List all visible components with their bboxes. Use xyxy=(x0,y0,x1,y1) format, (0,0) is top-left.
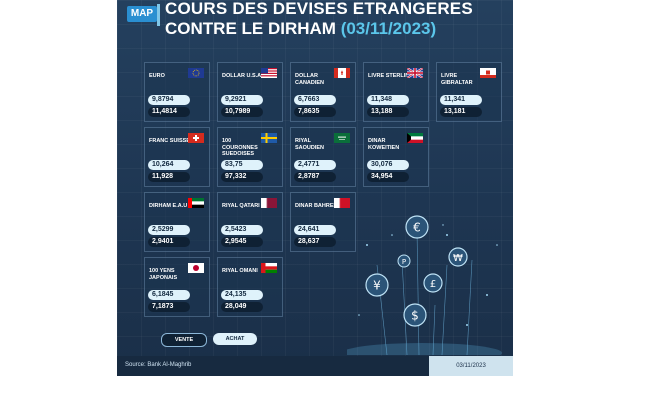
achat-rate: 2,9401 xyxy=(148,237,190,247)
currency-card: RIYAL QATARI 2,5423 2,9545 xyxy=(217,192,283,252)
achat-rate: 28,637 xyxy=(294,237,336,247)
svg-text:€: € xyxy=(413,221,421,235)
japan-flag xyxy=(188,263,204,273)
currency-name: DOLLAR CANADIEN xyxy=(295,73,325,86)
qatar-flag xyxy=(261,198,277,208)
achat-rate: 10,7989 xyxy=(221,107,263,117)
currency-name: DINAR BAHREINI xyxy=(295,203,341,209)
achat-rate: 11,928 xyxy=(148,172,190,182)
bahrain-flag xyxy=(334,198,350,208)
vente-rate: 24,641 xyxy=(294,225,336,235)
page-title: COURS DES DEVISES ETRANGERES xyxy=(165,0,473,18)
achat-rate: 97,332 xyxy=(221,172,263,182)
dollar-coin-icon: $ xyxy=(403,303,427,327)
vente-rate: 2,4771 xyxy=(294,160,336,170)
peso-coin-icon: P xyxy=(397,254,411,268)
kuwait-flag xyxy=(407,133,423,143)
vente-rate: 30,076 xyxy=(367,160,409,170)
pound-coin-icon: £ xyxy=(423,273,443,293)
sweden-flag xyxy=(261,133,277,143)
currency-name: DOLLAR U.S.A xyxy=(222,73,262,79)
uk-flag xyxy=(407,68,423,78)
page-subtitle: CONTRE LE DIRHAM (03/11/2023) xyxy=(165,19,436,39)
currency-name: DIRHAM E.A.U xyxy=(149,203,188,209)
saudi-flag xyxy=(334,133,350,143)
achat-rate: 2,9545 xyxy=(221,237,263,247)
currency-name: 100 COURONNES SUEDOISES xyxy=(222,138,258,157)
currency-card: DIRHAM E.A.U 2,5299 2,9401 xyxy=(144,192,210,252)
currency-card: 100 COURONNES SUEDOISES 83,75 97,332 xyxy=(217,127,283,187)
achat-rate: 7,1873 xyxy=(148,302,190,312)
subtitle-text: CONTRE LE DIRHAM xyxy=(165,19,336,38)
currency-card: DOLLAR U.S.A 9,2921 10,7989 xyxy=(217,62,283,122)
footer-bar xyxy=(117,356,513,376)
currency-name: LIVRE STERLING xyxy=(368,73,414,79)
achat-rate: 7,8635 xyxy=(294,107,336,117)
achat-rate: 13,181 xyxy=(440,107,482,117)
vente-rate: 9,2921 xyxy=(221,95,263,105)
euro-coin-icon: € xyxy=(405,215,429,239)
currency-card: LIVRE GIBRALTAR 11,341 13,181 xyxy=(436,62,502,122)
currency-name: RIYAL SAOUDIEN xyxy=(295,138,325,151)
exchange-rate-poster: MAP COURS DES DEVISES ETRANGERES CONTRE … xyxy=(117,0,513,376)
currency-card: DINAR BAHREINI 24,641 28,637 xyxy=(290,192,356,252)
legend-achat: ACHAT xyxy=(213,333,257,345)
currency-name: RIYAL QATARI xyxy=(222,203,260,209)
currency-card: EURO 9,8794 11,4814 xyxy=(144,62,210,122)
vente-rate: 2,5299 xyxy=(148,225,190,235)
currency-name: EURO xyxy=(149,73,165,79)
vente-rate: 11,341 xyxy=(440,95,482,105)
oman-flag xyxy=(261,263,277,273)
uae-flag xyxy=(188,198,204,208)
currency-card: DINAR KOWEITIEN 30,076 34,954 xyxy=(363,127,429,187)
vente-rate: 83,75 xyxy=(221,160,263,170)
currency-card: 100 YENS JAPONAIS 6,1845 7,1873 xyxy=(144,257,210,317)
eu-flag xyxy=(188,68,204,78)
svg-text:¥: ¥ xyxy=(373,279,381,293)
vente-rate: 2,5423 xyxy=(221,225,263,235)
gibraltar-flag xyxy=(480,68,496,78)
currency-card: LIVRE STERLING 11,348 13,188 xyxy=(363,62,429,122)
svg-text:₩: ₩ xyxy=(453,253,463,264)
vente-rate: 24,135 xyxy=(221,290,263,300)
svg-text:£: £ xyxy=(430,279,436,290)
vente-rate: 6,7663 xyxy=(294,95,336,105)
currency-card: DOLLAR CANADIEN 6,7663 7,8635 xyxy=(290,62,356,122)
coins-illustration: € ¥ $ £ ₩ P xyxy=(347,215,502,355)
achat-rate: 2,8787 xyxy=(294,172,336,182)
achat-rate: 13,188 xyxy=(367,107,409,117)
title-date: (03/11/2023) xyxy=(340,19,437,38)
won-coin-icon: ₩ xyxy=(448,247,468,267)
map-logo: MAP xyxy=(127,6,157,22)
currency-card: RIYAL OMANI 24,135 28,049 xyxy=(217,257,283,317)
yen-coin-icon: ¥ xyxy=(365,273,389,297)
currency-name: 100 YENS JAPONAIS xyxy=(149,268,178,281)
vente-rate: 11,348 xyxy=(367,95,409,105)
logo-divider xyxy=(157,4,160,26)
legend-vente: VENTE xyxy=(161,333,207,347)
currency-card: RIYAL SAOUDIEN 2,4771 2,8787 xyxy=(290,127,356,187)
source-text: Source: Bank Al-Maghrib xyxy=(125,362,192,368)
currency-name: RIYAL OMANI xyxy=(222,268,258,274)
footer-date: 03/11/2023 xyxy=(429,356,513,376)
achat-rate: 11,4814 xyxy=(148,107,190,117)
canada-flag xyxy=(334,68,350,78)
vente-rate: 6,1845 xyxy=(148,290,190,300)
currency-name: LIVRE GIBRALTAR xyxy=(441,73,473,86)
vente-rate: 9,8794 xyxy=(148,95,190,105)
switzerland-flag xyxy=(188,133,204,143)
currency-name: DINAR KOWEITIEN xyxy=(368,138,400,151)
svg-text:$: $ xyxy=(411,309,419,323)
currency-card: FRANC SUISSE 10,264 11,928 xyxy=(144,127,210,187)
svg-text:P: P xyxy=(402,258,406,266)
us-flag xyxy=(261,68,277,78)
vente-rate: 10,264 xyxy=(148,160,190,170)
achat-rate: 34,954 xyxy=(367,172,409,182)
achat-rate: 28,049 xyxy=(221,302,263,312)
currency-name: FRANC SUISSE xyxy=(149,138,190,144)
